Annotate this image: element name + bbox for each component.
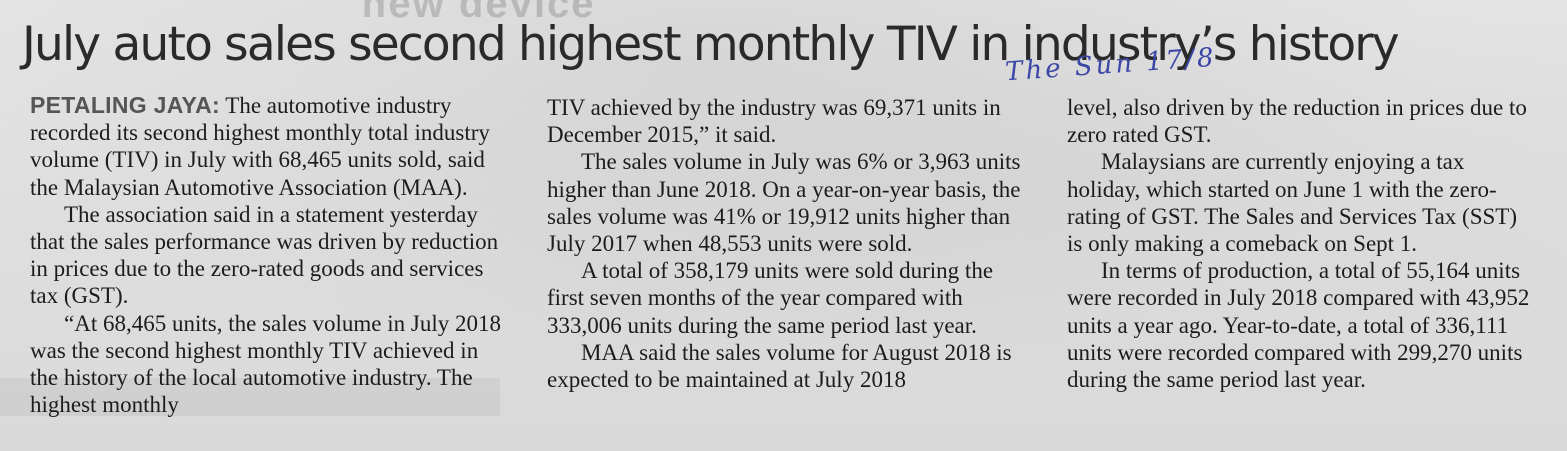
paragraph: A total of 358,179 units were sold durin…: [547, 258, 994, 338]
paragraph: “At 68,465 units, the sales volume in Ju…: [30, 310, 501, 418]
paragraph: Malaysians are currently enjoying a tax …: [1067, 149, 1518, 257]
article-column-3: level, also driven by the reduction in p…: [1067, 94, 1537, 393]
paragraph: In terms of production, a total of 55,16…: [1067, 258, 1530, 393]
paragraph: The sales volume in July was 6% or 3,963…: [547, 149, 1021, 257]
paragraph: TIV achieved by the industry was 69,371 …: [547, 95, 1001, 148]
article-headline: July auto sales second highest monthly T…: [22, 17, 1400, 72]
article-column-1: PETALING JAYA: The automotive industry r…: [30, 92, 504, 418]
paragraph-text: The automotive industry recorded its sec…: [30, 93, 490, 200]
dateline: PETALING JAYA:: [30, 92, 220, 118]
paragraph: MAA said the sales volume for August 201…: [547, 339, 1012, 393]
lead-paragraph: PETALING JAYA: The automotive industry r…: [30, 92, 504, 201]
scan-shading: [0, 378, 500, 416]
paragraph: The association said in a statement yest…: [30, 201, 499, 309]
article-column-2: TIV achieved by the industry was 69,371 …: [547, 94, 1027, 393]
paragraph: level, also driven by the reduction in p…: [1067, 95, 1527, 148]
